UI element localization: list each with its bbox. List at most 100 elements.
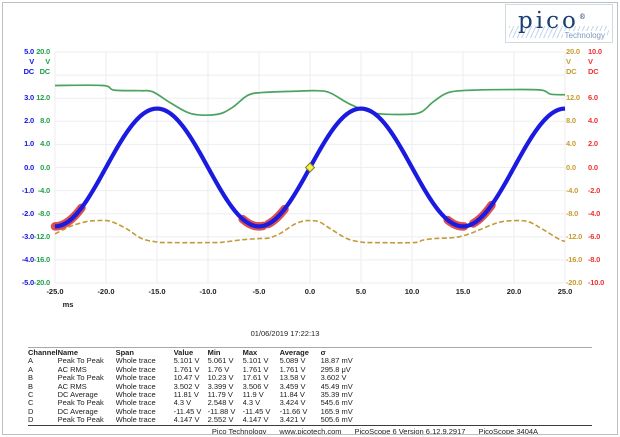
column-header: Value xyxy=(173,349,194,357)
axis-tick-label: 0.0 xyxy=(24,162,34,172)
column-header: Span xyxy=(115,349,134,357)
table-cell: 2.552 V xyxy=(207,416,234,425)
table-cell: Whole trace xyxy=(115,407,156,416)
table-cell: -11.45 V xyxy=(242,407,271,416)
footer-item: PicoScope 6 Version 6.12.9.2917 xyxy=(354,427,466,435)
table-cell: -11.66 V xyxy=(279,407,308,416)
table-cell: 1.761 V xyxy=(173,365,200,374)
table-top-rule xyxy=(28,347,592,348)
axis-unit-label: V xyxy=(588,57,593,66)
axis-tick-label: -20.0 xyxy=(566,278,583,287)
table-cell: 5.089 V xyxy=(279,357,306,366)
table-cell: 35.39 mV xyxy=(320,391,353,400)
table-cell: 3.399 V xyxy=(207,382,234,391)
table-cell: D xyxy=(28,407,34,416)
table-row: A AC RMS Whole trace 1.761 V 1.76 V 1.761 V 1.… xyxy=(28,366,367,374)
footer-rule xyxy=(28,425,592,426)
table-row: D Peak To Peak Whole trace 4.147 V 2.552 V 4.… xyxy=(28,416,367,424)
axis-tick-label: -4.0 xyxy=(37,185,50,195)
column-header: Min xyxy=(207,349,221,357)
axis-tick-label: 0.0 xyxy=(40,162,50,172)
x-tick-label: 5.0 xyxy=(355,287,367,296)
table-cell: Whole trace xyxy=(115,399,156,408)
table-cell: DC Average xyxy=(57,407,98,416)
axis-coupling-label: DC xyxy=(23,67,35,76)
axis-tick-label: 8.0 xyxy=(40,116,50,126)
axis-coupling-label: DC xyxy=(39,67,51,76)
axis-tick-label: 3.0 xyxy=(24,93,34,103)
axis-tick-label: 6.0 xyxy=(588,93,598,103)
axis-range-label: 20.0 xyxy=(566,47,580,56)
axis-coupling-label: DC xyxy=(566,67,577,76)
table-row: D DC Average Whole trace -11.45 V -11.88 V -1… xyxy=(28,408,367,416)
footer-item: PicoScope 3404A xyxy=(478,427,539,435)
table-cell: Whole trace xyxy=(115,365,156,374)
axis-tick-label: 12.0 xyxy=(566,93,580,103)
x-tick-label: -10.0 xyxy=(199,287,217,296)
axis-range-label: 5.0 xyxy=(24,47,34,56)
axis-tick-label: -8.0 xyxy=(588,254,601,264)
axis-tick-label: 2.0 xyxy=(24,116,34,126)
axis-tick-label: -8.0 xyxy=(37,208,50,218)
column-header: Name xyxy=(57,349,79,357)
axis-tick-label: -12.0 xyxy=(566,231,583,241)
x-tick-label: 20.0 xyxy=(506,287,522,296)
table-cell: 5.101 V xyxy=(173,357,200,366)
table-cell: DC Average xyxy=(57,391,98,400)
table-cell: Peak To Peak xyxy=(57,357,104,366)
column-header: σ xyxy=(320,349,326,357)
table-cell: Whole trace xyxy=(115,391,156,400)
axis-tick-label: -3.0 xyxy=(21,231,34,241)
axis-tick-label: -16.0 xyxy=(33,254,50,264)
axis-tick-label: -4.0 xyxy=(21,254,34,264)
table-cell: 3.502 V xyxy=(173,382,200,391)
logo-tagline: Technology xyxy=(562,31,607,40)
table-cell: Peak To Peak xyxy=(57,399,104,408)
table-cell: 11.79 V xyxy=(207,391,233,400)
axis-tick-label: 0.0 xyxy=(588,162,598,172)
x-tick-label: 10.0 xyxy=(404,287,420,296)
measurements-table: Channel Name Span Value Min Max Average σ A Peak … xyxy=(28,349,367,425)
axis-tick-label: -8.0 xyxy=(566,208,579,218)
axis-unit-label: V xyxy=(566,57,571,66)
table-cell: 17.61 V xyxy=(242,374,269,383)
table-cell: 11.9 V xyxy=(242,391,264,400)
table-cell: -11.45 V xyxy=(173,407,202,416)
trace-channel-c xyxy=(54,84,566,117)
axis-unit-label: V xyxy=(45,57,50,66)
column-header: Average xyxy=(279,349,309,357)
table-cell: 2.548 V xyxy=(207,399,234,408)
table-cell: Peak To Peak xyxy=(57,374,104,383)
column-header: Channel xyxy=(28,349,58,357)
table-cell: 13.58 V xyxy=(279,374,306,383)
x-axis-unit-label: ms xyxy=(62,300,74,309)
axis-tick-label: -12.0 xyxy=(33,231,50,241)
axis-tick-label: -10.0 xyxy=(588,278,605,287)
table-cell: AC RMS xyxy=(57,382,87,391)
table-cell: Whole trace xyxy=(115,374,156,383)
footer-item: Pico Technology xyxy=(211,427,267,435)
table-cell: 3.602 V xyxy=(320,374,347,383)
axis-tick-label: -4.0 xyxy=(566,185,579,195)
x-tick-label: -25.0 xyxy=(46,287,64,296)
axis-tick-label: -5.0 xyxy=(21,278,34,287)
axis-tick-label: 2.0 xyxy=(588,139,598,149)
table-row: C Peak To Peak Whole trace 4.3 V 2.548 V 4.3 … xyxy=(28,399,367,407)
table-row: A Peak To Peak Whole trace 5.101 V 5.061 V 5.… xyxy=(28,357,367,365)
table-cell: 10.23 V xyxy=(207,374,234,383)
registered-trademark-icon: ® xyxy=(578,13,586,21)
table-cell: 295.8 μV xyxy=(320,365,351,374)
axis-tick-label: -2.0 xyxy=(21,208,34,218)
table-cell: C xyxy=(28,391,34,400)
axis-range-label: 10.0 xyxy=(588,47,602,56)
axis-tick-label: 12.0 xyxy=(36,93,50,103)
column-header: Max xyxy=(242,349,258,357)
table-cell: 165.9 mV xyxy=(320,407,353,416)
table-cell: 4.3 V xyxy=(173,399,192,408)
table-cell: Whole trace xyxy=(115,382,156,391)
table-cell: 1.761 V xyxy=(242,365,269,374)
table-cell: B xyxy=(28,382,34,391)
table-cell: 3.424 V xyxy=(279,399,306,408)
axis-tick-label: 8.0 xyxy=(566,116,576,126)
logo-brand: pico® xyxy=(518,4,586,34)
